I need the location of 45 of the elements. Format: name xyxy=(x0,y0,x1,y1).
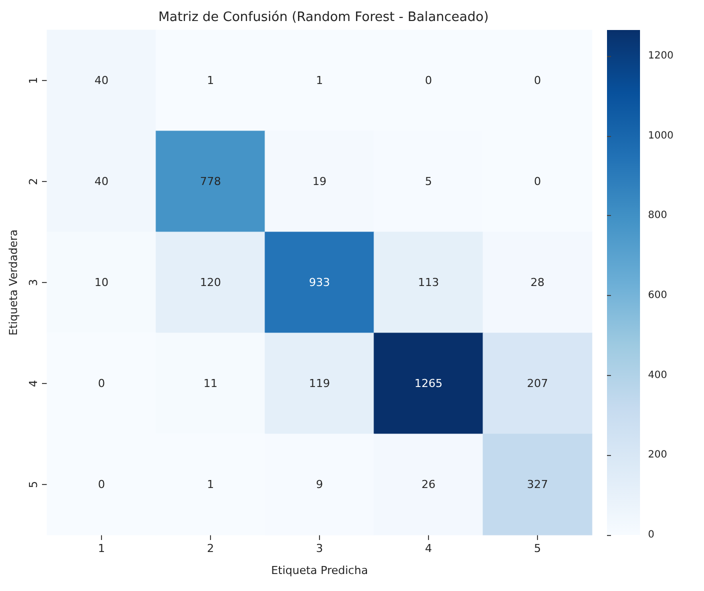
data-label: 9 xyxy=(316,478,323,491)
data-label: 207 xyxy=(527,377,548,390)
data-label: 11 xyxy=(204,377,218,390)
data-label: 1 xyxy=(207,74,214,87)
y-axis-title: Etiqueta Verdadera xyxy=(7,229,20,336)
x-tick-label: 2 xyxy=(207,542,214,555)
color-bar-label: 600 xyxy=(648,290,668,301)
data-label: 10 xyxy=(94,276,108,289)
data-label: 119 xyxy=(309,377,330,390)
data-label: 19 xyxy=(312,175,326,188)
y-tick-label: 3 xyxy=(27,279,40,286)
x-tick-label: 3 xyxy=(316,542,323,555)
x-tick-label: 5 xyxy=(534,542,541,555)
x-tick-label: 4 xyxy=(425,542,432,555)
data-label: 0 xyxy=(534,175,541,188)
data-label: 0 xyxy=(98,478,105,491)
x-tick-label: 1 xyxy=(98,542,105,555)
data-label: 933 xyxy=(309,276,330,289)
color-bar-label: 400 xyxy=(648,370,668,381)
chart-title: Matriz de Confusión (Random Forest - Balanceado) xyxy=(158,10,489,25)
color-bar-label: 800 xyxy=(648,210,668,222)
y-tick-label: 4 xyxy=(27,380,40,387)
x-axis-title: Etiqueta Predicha xyxy=(271,564,368,577)
data-label: 120 xyxy=(200,276,221,289)
data-label: 0 xyxy=(98,377,105,390)
color-bar-label: 0 xyxy=(648,530,654,540)
color-bar-label: 200 xyxy=(648,450,668,461)
data-label: 26 xyxy=(422,478,436,491)
y-tick-label: 1 xyxy=(27,77,40,84)
data-label: 40 xyxy=(94,175,108,188)
data-label: 113 xyxy=(418,276,439,289)
data-label: 28 xyxy=(530,276,544,289)
data-label: 0 xyxy=(534,74,541,87)
y-tick-label: 5 xyxy=(27,481,40,488)
data-label: 40 xyxy=(94,74,108,87)
color-bar-label: 1000 xyxy=(648,130,674,142)
data-label: 1 xyxy=(316,74,323,87)
data-label: 327 xyxy=(527,478,548,491)
color-bar-label: 1200 xyxy=(648,50,674,62)
data-label: 5 xyxy=(425,175,432,188)
y-tick-label: 2 xyxy=(27,178,40,185)
data-label: 778 xyxy=(200,175,221,188)
data-label: 0 xyxy=(425,74,432,87)
data-label: 1 xyxy=(207,478,214,491)
data-label: 1265 xyxy=(414,377,442,390)
